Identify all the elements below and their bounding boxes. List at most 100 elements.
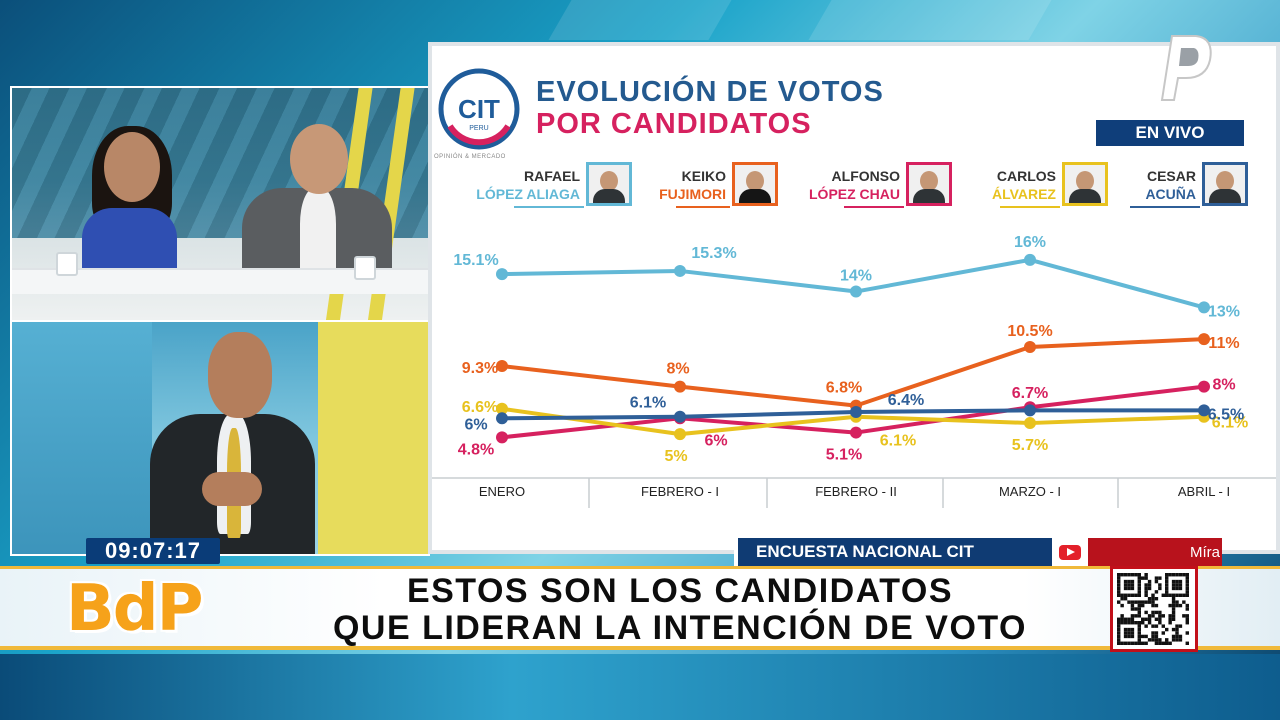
candidate-photo [906, 162, 952, 206]
candidate-photo [732, 162, 778, 206]
candidate-photo [1062, 162, 1108, 206]
data-label: 5.1% [826, 447, 862, 464]
data-label: 15.1% [453, 252, 498, 269]
data-label: 6.7% [1012, 385, 1048, 402]
qr-code-icon [1117, 573, 1189, 645]
host-head [290, 124, 348, 194]
data-point [1024, 404, 1036, 417]
data-point [496, 431, 508, 444]
headline-line-2: QUE LIDERAN LA INTENCIÓN DE VOTO [332, 609, 1028, 647]
studio-panel [12, 322, 152, 554]
cit-logo-sub: PERU [469, 125, 488, 132]
data-point [496, 402, 508, 415]
legend-last-name: ACUÑA [1145, 186, 1196, 202]
x-tick-label: MARZO - I [999, 484, 1061, 499]
candidate-photo [1202, 162, 1248, 206]
data-point [850, 426, 862, 439]
data-point [850, 405, 862, 418]
data-label: 6.1% [880, 433, 916, 450]
chart-title: EVOLUCIÓN DE VOTOS [536, 76, 884, 108]
chart-subtitle: POR CANDIDATOS [536, 108, 812, 140]
guest-hands [202, 472, 262, 506]
studio-video-guest [10, 322, 430, 556]
background-stripe [548, 0, 732, 40]
host-shirt [300, 188, 336, 278]
data-label: 5% [664, 448, 687, 465]
legend-item-lopez-aliaga: RAFAEL LÓPEZ ALIAGA [476, 162, 632, 210]
guest-head [208, 332, 272, 418]
legend-last-name: LÓPEZ CHAU [809, 186, 900, 202]
line-chart: 15.1% 15.3% 14% 16% 13% 9.3% 8% 6.8% 10.5% 11% 4.8… [432, 234, 1276, 508]
legend-first-name: KEIKO [681, 168, 726, 184]
youtube-icon [1059, 544, 1081, 560]
data-label: 8% [666, 361, 689, 378]
data-label: 15.3% [691, 245, 736, 262]
legend-first-name: CESAR [1146, 168, 1196, 184]
legend-item-fujimori: KEIKO FUJIMORI [642, 162, 778, 210]
bottom-band [0, 654, 1280, 720]
data-label: 8% [1212, 377, 1235, 394]
x-tick-label: ABRIL - I [1178, 484, 1230, 499]
legend-underline [1130, 206, 1200, 208]
data-label: 6% [464, 416, 487, 433]
live-badge: EN VIVO [1096, 120, 1244, 146]
data-point [1198, 404, 1210, 417]
legend-last-name: FUJIMORI [659, 186, 726, 202]
data-label: 6% [704, 432, 727, 449]
lower-third: ESTOS SON LOS CANDIDATOS QUE LIDERAN LA … [0, 566, 1280, 650]
data-point [1024, 341, 1036, 353]
data-label: 16% [1014, 234, 1046, 251]
mug [56, 252, 78, 276]
mug [354, 256, 376, 280]
legend-underline [676, 206, 730, 208]
data-label: 4.8% [458, 441, 494, 458]
data-point [674, 380, 686, 393]
data-point [674, 410, 686, 423]
data-point [496, 268, 508, 281]
legend-last-name: ÁLVAREZ [991, 186, 1056, 202]
data-label: 6.6% [462, 399, 498, 416]
studio-panel [318, 322, 428, 554]
legend-underline [514, 206, 584, 208]
data-label: 6.1% [630, 395, 666, 412]
data-label: 14% [840, 268, 872, 285]
x-tick-label: FEBRERO - I [641, 484, 719, 499]
chart-panel: CIT PERU OPINIÓN & MERCADO EVOLUCIÓN DE … [428, 42, 1280, 554]
legend-underline [844, 206, 904, 208]
legend-underline [1000, 206, 1060, 208]
qr-code [1110, 566, 1198, 652]
legend-item-acuna: CESAR ACUÑA [1108, 162, 1248, 210]
legend-item-alvarez: CARLOS ÁLVAREZ [968, 162, 1108, 210]
data-point [850, 285, 862, 298]
data-label: 6.4% [888, 392, 924, 409]
data-point [1024, 417, 1036, 430]
legend-first-name: RAFAEL [524, 168, 580, 184]
legend-last-name: LÓPEZ ALIAGA [476, 186, 580, 202]
data-point [674, 428, 686, 441]
data-label: 6.5% [1208, 406, 1244, 423]
studio-video-hosts [10, 86, 430, 322]
candidate-photo [586, 162, 632, 206]
clock: 09:07:17 [86, 538, 220, 564]
ticker-label: ENCUESTA NACIONAL CIT [734, 538, 1052, 566]
legend-first-name: ALFONSO [831, 168, 900, 184]
channel-logo-icon [1160, 35, 1212, 101]
ticker-scroll: Míra [1088, 538, 1222, 566]
data-label: 10.5% [1007, 323, 1052, 340]
data-label: 9.3% [462, 360, 498, 377]
data-point [1198, 301, 1210, 314]
data-label: 11% [1208, 335, 1239, 352]
data-label: 6.1% [1212, 415, 1248, 432]
show-logo: BdP [66, 572, 203, 646]
data-point [674, 264, 686, 277]
legend-first-name: CARLOS [996, 168, 1056, 184]
data-label: 6.8% [826, 380, 862, 397]
host-head [104, 132, 160, 202]
data-point [496, 360, 508, 373]
cit-logo-icon: CIT PERU [438, 68, 520, 150]
headline-line-1: ESTOS SON LOS CANDIDATOS [406, 572, 954, 610]
data-point [496, 412, 508, 425]
cit-tagline: OPINIÓN & MERCADO [434, 154, 506, 160]
background-stripe [808, 0, 1052, 40]
data-point [1024, 253, 1036, 266]
